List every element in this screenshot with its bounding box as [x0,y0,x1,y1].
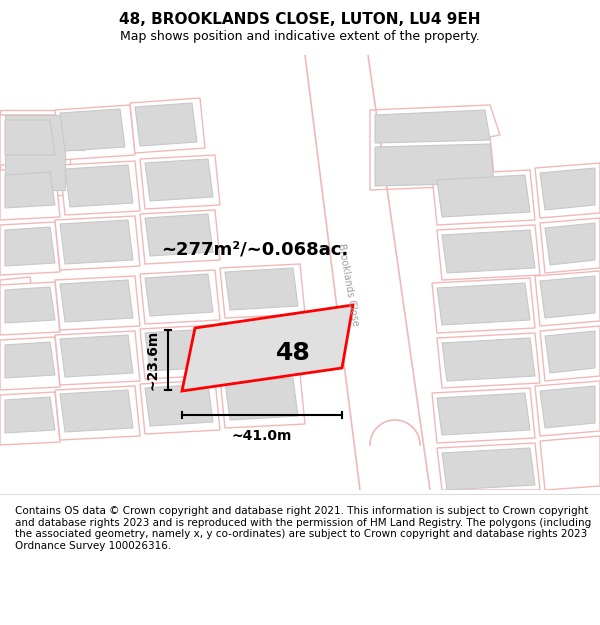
Text: ~277m²/~0.068ac.: ~277m²/~0.068ac. [161,241,349,259]
Polygon shape [55,331,140,385]
Text: ~41.0m: ~41.0m [232,429,292,443]
Polygon shape [225,378,298,420]
Polygon shape [55,386,140,440]
Polygon shape [220,374,305,428]
Polygon shape [432,170,535,225]
Polygon shape [540,168,595,210]
Polygon shape [437,443,540,490]
Polygon shape [437,393,530,435]
Polygon shape [5,342,55,378]
Polygon shape [145,159,213,201]
Polygon shape [540,276,595,318]
Text: Map shows position and indicative extent of the property.: Map shows position and indicative extent… [120,30,480,43]
Polygon shape [432,388,535,443]
Polygon shape [0,277,35,330]
Text: ~23.6m: ~23.6m [146,330,160,390]
Polygon shape [145,214,213,256]
Polygon shape [540,386,595,428]
Polygon shape [145,329,213,371]
Polygon shape [540,326,600,381]
Polygon shape [60,109,125,151]
Polygon shape [545,331,595,373]
Polygon shape [60,335,133,377]
Polygon shape [55,105,135,160]
Polygon shape [140,270,220,324]
Polygon shape [55,276,140,330]
Polygon shape [0,167,60,220]
Polygon shape [145,384,213,426]
Text: 48, BROOKLANDS CLOSE, LUTON, LU4 9EH: 48, BROOKLANDS CLOSE, LUTON, LU4 9EH [119,12,481,27]
Polygon shape [370,105,500,190]
Polygon shape [540,436,600,490]
Polygon shape [0,392,60,445]
Polygon shape [140,210,220,264]
Polygon shape [145,274,213,316]
Polygon shape [437,225,540,280]
Polygon shape [305,55,440,490]
Polygon shape [540,218,600,273]
Polygon shape [220,264,305,318]
Polygon shape [130,98,205,153]
Polygon shape [5,120,55,155]
Polygon shape [220,319,305,373]
Polygon shape [437,283,530,325]
Polygon shape [437,175,530,217]
Polygon shape [60,161,140,215]
Polygon shape [535,381,600,436]
Polygon shape [60,390,133,432]
Text: Contains OS data © Crown copyright and database right 2021. This information is : Contains OS data © Crown copyright and d… [15,506,591,551]
Polygon shape [535,271,600,326]
Polygon shape [5,115,85,190]
Polygon shape [0,115,60,165]
Polygon shape [5,397,55,433]
Polygon shape [55,216,140,270]
Polygon shape [535,163,600,218]
Polygon shape [437,333,540,388]
Polygon shape [442,338,535,381]
Polygon shape [140,155,220,209]
Polygon shape [60,220,133,264]
Polygon shape [0,222,60,275]
Polygon shape [135,103,197,146]
Polygon shape [0,282,60,335]
Polygon shape [225,268,298,310]
Polygon shape [60,280,133,322]
Polygon shape [375,144,494,186]
Polygon shape [225,323,298,365]
Polygon shape [140,380,220,434]
Polygon shape [442,448,535,490]
Polygon shape [182,305,353,391]
Polygon shape [545,223,595,265]
Polygon shape [375,110,490,143]
Polygon shape [432,278,535,333]
Text: Brooklands Close: Brooklands Close [336,243,360,327]
Polygon shape [140,325,220,379]
Polygon shape [65,165,133,207]
Polygon shape [442,230,535,273]
Polygon shape [5,172,55,208]
Polygon shape [0,337,60,390]
Text: 48: 48 [275,341,310,365]
Polygon shape [5,287,55,323]
Polygon shape [0,110,90,195]
Polygon shape [5,227,55,266]
